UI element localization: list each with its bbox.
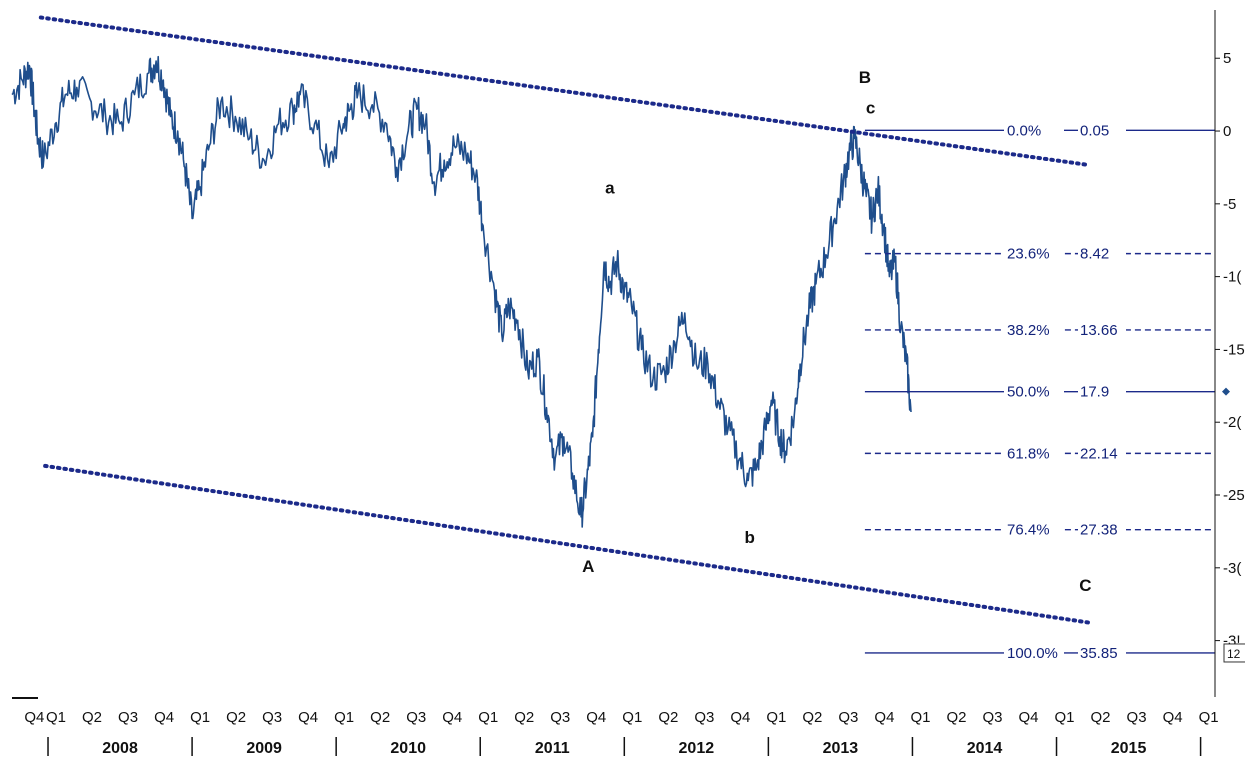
fib-value-label-0: 0.05 — [1080, 122, 1109, 139]
last-value-box-label: 12 — [1227, 647, 1241, 661]
fib-value-label-5: 27.38 — [1080, 522, 1118, 539]
x-quarter-label-29: Q1 — [1055, 709, 1075, 726]
x-quarter-label-17: Q1 — [622, 709, 642, 726]
x-quarter-label-31: Q3 — [1127, 709, 1147, 726]
x-quarter-label-33: Q1 — [1199, 709, 1219, 726]
fib-pct-label-1: 23.6% — [1007, 246, 1050, 263]
x-quarter-label-9: Q1 — [334, 709, 354, 726]
wave-label-5: C — [1079, 576, 1091, 595]
fib-val-bg-1 — [1078, 244, 1126, 263]
y-tick-label-3: -1( — [1223, 269, 1241, 286]
fib-label-bg-3 — [1004, 382, 1064, 401]
x-quarter-label-25: Q1 — [910, 709, 930, 726]
fib-levels: 0.0% 0.05 23.6% 8.42 38.2% 13.66 50.0% 17.9 61.8… — [864, 121, 1215, 662]
trendline-1 — [43, 463, 1095, 626]
y-tick-label-5: -2( — [1223, 414, 1241, 431]
x-quarter-label-8: Q4 — [298, 709, 318, 726]
y-tick-label-4: -15 — [1223, 341, 1245, 358]
x-quarter-label-7: Q3 — [262, 709, 282, 726]
trendlines — [38, 15, 1095, 626]
trendline-0 — [38, 15, 1088, 167]
price-series — [11, 55, 912, 528]
x-quarter-label-15: Q3 — [550, 709, 570, 726]
last-value-marker — [1222, 387, 1230, 396]
x-quarter-label-13: Q1 — [478, 709, 498, 726]
fib-val-bg-2 — [1078, 320, 1126, 339]
x-quarter-label-4: Q4 — [154, 709, 174, 726]
x-quarter-label-19: Q3 — [694, 709, 714, 726]
x-quarter-label-12: Q4 — [442, 709, 462, 726]
x-quarter-label-2: Q2 — [82, 709, 102, 726]
x-quarter-label-16: Q4 — [586, 709, 606, 726]
x-quarter-label-5: Q1 — [190, 709, 210, 726]
fib-pct-label-6: 100.0% — [1007, 645, 1058, 662]
fib-pct-label-0: 0.0% — [1007, 122, 1041, 139]
fib-value-label-2: 13.66 — [1080, 322, 1118, 339]
x-quarter-label-3: Q3 — [118, 709, 138, 726]
x-year-label-5: 2013 — [823, 740, 859, 757]
x-quarter-label-20: Q4 — [730, 709, 750, 726]
fib-val-bg-4 — [1078, 444, 1126, 463]
fib-label-bg-2 — [1004, 320, 1064, 339]
fib-pct-label-4: 61.8% — [1007, 445, 1050, 462]
x-quarter-label-14: Q2 — [514, 709, 534, 726]
x-quarter-label-0: Q4 — [24, 709, 44, 726]
x-quarter-label-24: Q4 — [874, 709, 894, 726]
fib-val-bg-5 — [1078, 520, 1126, 539]
x-year-label-2: 2010 — [390, 740, 426, 757]
x-quarter-label-18: Q2 — [658, 709, 678, 726]
fib-value-label-4: 22.14 — [1080, 445, 1118, 462]
x-quarter-label-11: Q3 — [406, 709, 426, 726]
wave-label-4: c — [866, 99, 875, 118]
x-year-label-6: 2014 — [967, 740, 1003, 757]
x-quarter-label-28: Q4 — [1018, 709, 1038, 726]
last-value-box — [1223, 643, 1245, 663]
fib-label-bg-4 — [1004, 444, 1064, 463]
x-year-label-4: 2012 — [679, 740, 715, 757]
fib-label-bg-6 — [1004, 643, 1064, 662]
y-tick-label-1: 0 — [1223, 123, 1231, 140]
fib-value-label-6: 35.85 — [1080, 645, 1118, 662]
y-tick-label-7: -3( — [1223, 560, 1241, 577]
x-year-label-1: 2009 — [246, 740, 282, 757]
x-quarter-label-6: Q2 — [226, 709, 246, 726]
series-line-0 — [11, 55, 912, 528]
x-year-label-7: 2015 — [1111, 740, 1147, 757]
x-axis: Q4 Q1 Q2 Q3 Q4 Q1 Q2 Q3 Q4 Q1 Q2 Q3 Q4 Q1 Q2 Q3 Q4 Q1 Q2 Q3… — [12, 697, 1219, 757]
fib-pct-label-3: 50.0% — [1007, 384, 1050, 401]
fib-pct-label-2: 38.2% — [1007, 322, 1050, 339]
y-axis: 50-5-1(-15-2(-25-3(-3!12 — [1214, 10, 1245, 697]
x-quarter-label-22: Q2 — [802, 709, 822, 726]
wave-label-1: A — [582, 557, 594, 576]
fib-val-bg-3 — [1078, 382, 1126, 401]
x-year-label-3: 2011 — [535, 740, 570, 757]
fib-value-label-3: 17.9 — [1080, 384, 1109, 401]
y-tick-label-0: 5 — [1223, 50, 1231, 67]
wave-labels: a Ab Bc C — [582, 68, 1091, 595]
fib-value-label-1: 8.42 — [1080, 246, 1109, 263]
x-quarter-label-27: Q3 — [982, 709, 1002, 726]
fib-label-bg-1 — [1004, 244, 1064, 263]
fib-label-bg-0 — [1004, 121, 1064, 140]
y-tick-label-2: -5 — [1223, 196, 1236, 213]
x-year-label-0: 2008 — [102, 740, 138, 757]
x-quarter-label-23: Q3 — [838, 709, 858, 726]
fib-pct-label-5: 76.4% — [1007, 522, 1050, 539]
fib-val-bg-6 — [1078, 643, 1126, 662]
x-quarter-label-21: Q1 — [766, 709, 786, 726]
wave-label-2: b — [744, 528, 754, 547]
x-quarter-label-26: Q2 — [946, 709, 966, 726]
wave-label-0: a — [605, 179, 615, 198]
x-quarter-label-1: Q1 — [46, 709, 66, 726]
wave-label-3: B — [859, 68, 871, 87]
y-tick-label-6: -25 — [1223, 487, 1245, 504]
fib-label-bg-5 — [1004, 520, 1064, 539]
x-quarter-label-32: Q4 — [1163, 709, 1183, 726]
x-quarter-label-30: Q2 — [1091, 709, 1111, 726]
fib-val-bg-0 — [1078, 121, 1126, 140]
x-quarter-label-10: Q2 — [370, 709, 390, 726]
